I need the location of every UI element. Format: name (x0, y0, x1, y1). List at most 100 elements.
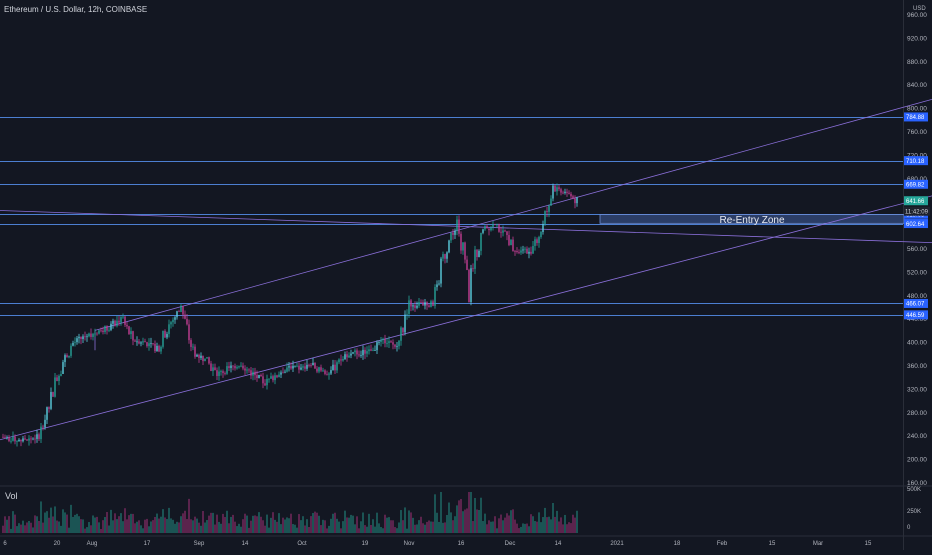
time-axis[interactable]: 6 20 Aug 17 Sep 14 Oct 19 Nov 16 Dec 14 2021 18 Feb 15 M… (3, 541, 872, 547)
volume-bar (122, 521, 124, 533)
volume-bar (342, 521, 344, 533)
candle-body (2, 436, 4, 438)
candle-body (540, 231, 542, 238)
volume-bar (184, 510, 186, 533)
candle-body (132, 331, 134, 341)
volume-bar (258, 512, 260, 533)
volume-bar (300, 520, 302, 533)
candle-body (114, 320, 116, 326)
candle-body (124, 316, 126, 325)
candle-body (204, 358, 206, 362)
candle-body (280, 372, 282, 375)
volume-bar (274, 519, 276, 533)
candle-body (310, 365, 312, 366)
volume-bar (434, 494, 436, 533)
candle-body (370, 349, 372, 351)
volume-bar (436, 512, 438, 533)
volume-bar (82, 519, 84, 533)
candle-body (422, 302, 424, 306)
volume-tick-label: 0 (907, 525, 911, 531)
volume-bar (16, 526, 18, 533)
candle-body (468, 269, 470, 303)
volume-bar (438, 521, 440, 533)
candle-body (506, 231, 508, 236)
candle-body (174, 317, 176, 320)
volume-bar (164, 517, 166, 533)
volume-bar (570, 523, 572, 533)
volume-bar (316, 512, 318, 533)
candle-body (256, 375, 258, 379)
volume-bar (84, 528, 86, 533)
candle-body (58, 375, 60, 381)
candle-body (434, 287, 436, 306)
volume-bar (142, 528, 144, 533)
candle-body (274, 375, 276, 381)
current-price-tag-box (904, 196, 928, 206)
time-tick-label: Sep (194, 541, 205, 547)
volume-bar (446, 515, 448, 533)
volume-bar (130, 513, 132, 533)
volume-bar (512, 509, 514, 533)
candle-body (210, 363, 212, 371)
candle-body (218, 371, 220, 376)
candle-body (68, 355, 70, 358)
volume-bar (46, 511, 48, 533)
volume-bar (356, 516, 358, 533)
volume-bar (528, 526, 530, 533)
volume-bar (500, 514, 502, 533)
candle-body (382, 338, 384, 341)
volume-bar (344, 510, 346, 533)
candle-body (52, 392, 54, 397)
volume-bar (394, 527, 396, 533)
candle-body (120, 317, 122, 323)
volume-bar (328, 525, 330, 533)
candle-body (398, 340, 400, 347)
level-price-tag: 669.82 (906, 183, 925, 189)
volume-bar (170, 518, 172, 533)
volume-bar (36, 516, 38, 533)
volume-bar (464, 509, 466, 533)
volume-label: Vol (5, 491, 18, 501)
volume-bar (362, 512, 364, 533)
volume-bar (560, 517, 562, 533)
candle-body (154, 343, 156, 352)
level-price-tag: 446.59 (906, 313, 925, 319)
volume-bar (198, 522, 200, 533)
volume-bar (556, 510, 558, 533)
volume-bar (140, 525, 142, 533)
volume-bar (406, 528, 408, 533)
candle-body (352, 352, 354, 354)
volume-bar (392, 520, 394, 533)
volume-bar (574, 517, 576, 533)
candle-body (494, 224, 496, 225)
volume-bar (420, 516, 422, 533)
candle-body (282, 372, 284, 374)
candle-body (198, 354, 200, 358)
candle-body (458, 219, 460, 234)
volume-bar (332, 513, 334, 533)
candle-body (424, 302, 426, 306)
symbol-title: Ethereum / U.S. Dollar, 12h, COINBASE (4, 5, 148, 14)
volume-bar (508, 515, 510, 533)
candle-body (270, 376, 272, 379)
volume-bar (480, 497, 482, 533)
volume-bar (440, 492, 442, 533)
candle-body (212, 367, 214, 371)
candle-body (480, 232, 482, 251)
volume-bar (426, 521, 428, 533)
volume-bar (320, 525, 322, 533)
candle-body (396, 346, 398, 348)
candle-body (450, 232, 452, 241)
candle-body (346, 354, 348, 358)
volume-bar (548, 516, 550, 533)
candle-body (60, 373, 62, 376)
volume-bar (442, 522, 444, 533)
candle-body (316, 368, 318, 372)
volume-bar (190, 519, 192, 533)
countdown-box (904, 206, 930, 216)
price-tick-label: 960.00 (907, 12, 927, 19)
candle-body (320, 367, 322, 371)
